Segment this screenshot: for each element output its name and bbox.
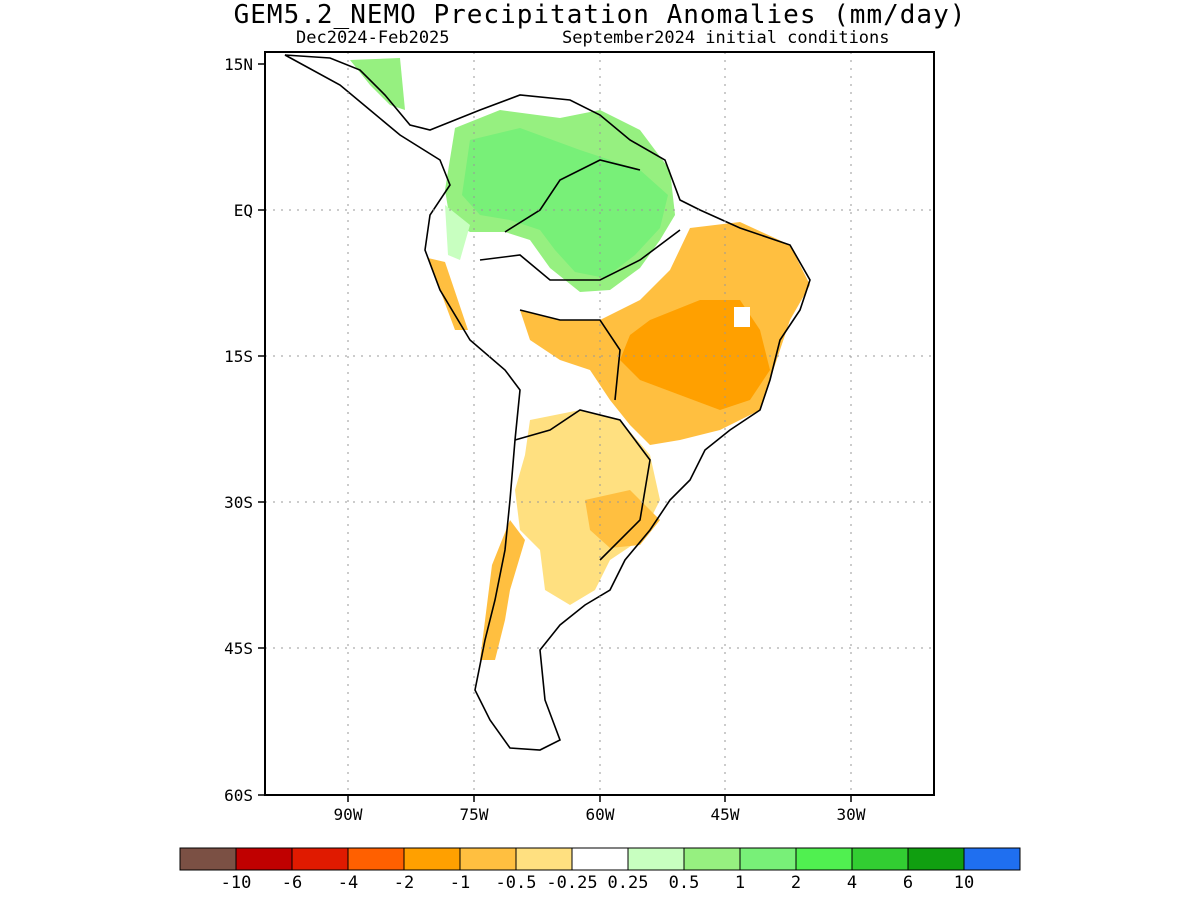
- colorbar-label: -10: [221, 873, 252, 893]
- colorbar-label: 10: [954, 873, 974, 893]
- colorbar-swatch: [739, 847, 797, 871]
- lat-label-45s: 45S: [224, 639, 253, 658]
- missing-cell: [734, 307, 750, 327]
- uruguay-dry: [585, 490, 660, 548]
- brazil-dry-strong: [620, 300, 770, 410]
- lat-label-15n: 15N: [224, 55, 253, 74]
- anomaly-field: [350, 58, 810, 660]
- colorbar-label: 1: [735, 873, 745, 893]
- lon-label-75w: 75W: [460, 805, 489, 824]
- amazon-strong-wet: [462, 128, 668, 278]
- colorbar-swatch: [235, 847, 293, 871]
- season-label: Dec2024-Feb2025: [296, 28, 450, 48]
- colorbar-swatch: [851, 847, 909, 871]
- colorbar-label: -2: [394, 873, 414, 893]
- lat-label-30s: 30S: [224, 493, 253, 512]
- coastlines: [284, 54, 811, 751]
- colorbar-swatch: [683, 847, 741, 871]
- colorbar-label: 6: [903, 873, 913, 893]
- colombia-wet: [445, 205, 470, 260]
- colorbar-swatch: [515, 847, 573, 871]
- colorbar-label: 2: [791, 873, 801, 893]
- central-america-wet: [350, 58, 405, 110]
- colorbar-swatch: [347, 847, 405, 871]
- colorbar-label: 0.25: [608, 873, 649, 893]
- colorbar-swatch: [907, 847, 965, 871]
- colorbar-swatch: [459, 847, 517, 871]
- colorbar-label: -0.25: [546, 873, 597, 893]
- colorbar: -10 -6 -4 -2 -1 -0.5 -0.25 0.25 0.5 1 2 4 6 10: [179, 847, 1021, 893]
- lon-label-60w: 60W: [586, 805, 615, 824]
- lon-label-45w: 45W: [711, 805, 740, 824]
- lat-label-60s: 60S: [224, 786, 253, 805]
- lat-label-15s: 15S: [224, 347, 253, 366]
- chart-title: GEM5.2_NEMO Precipitation Anomalies (mm/…: [233, 0, 967, 30]
- colorbar-swatch: [627, 847, 685, 871]
- lon-label-30w: 30W: [837, 805, 866, 824]
- colorbar-swatch: [291, 847, 349, 871]
- colorbar-swatch: [795, 847, 853, 871]
- colorbar-label: 4: [847, 873, 857, 893]
- colorbar-label: -1: [450, 873, 470, 893]
- colorbar-label: -0.5: [496, 873, 537, 893]
- colorbar-swatch: [179, 847, 237, 871]
- colorbar-label: 0.5: [669, 873, 700, 893]
- chile-dry: [480, 520, 525, 660]
- lon-label-90w: 90W: [334, 805, 363, 824]
- peru-dry: [428, 258, 468, 330]
- colorbar-swatch: [963, 847, 1021, 871]
- colorbar-swatch: [403, 847, 461, 871]
- colorbar-swatch: [571, 847, 629, 871]
- lat-label-eq: EQ: [234, 201, 253, 220]
- colorbar-label: -6: [282, 873, 302, 893]
- init-conditions-label: September2024 initial conditions: [562, 28, 890, 48]
- colorbar-label: -4: [338, 873, 358, 893]
